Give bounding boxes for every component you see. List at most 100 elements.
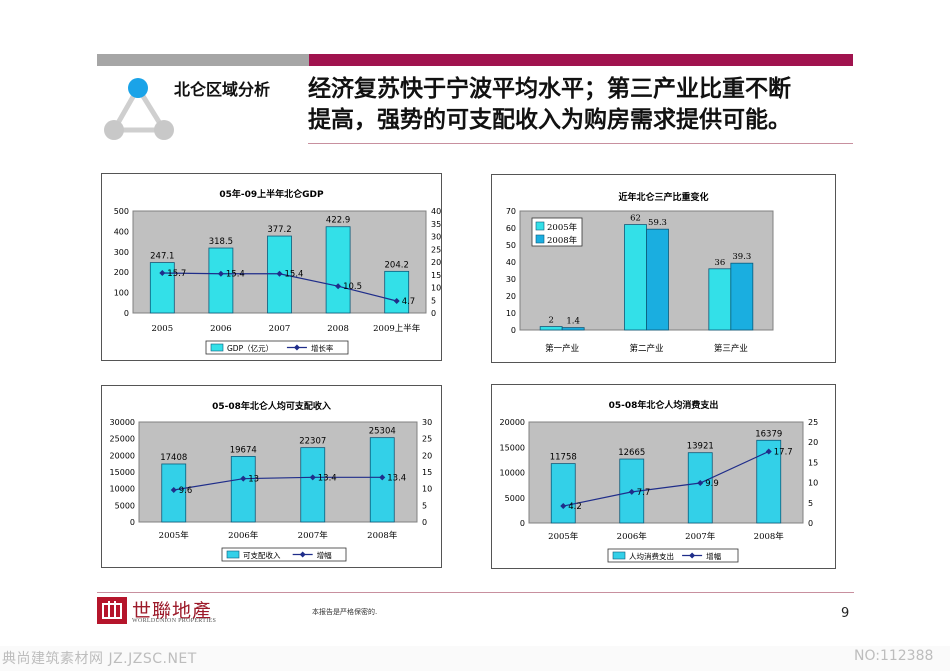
- y-left-tick-label: 0: [511, 326, 516, 335]
- x-category-label: 2005: [151, 324, 173, 334]
- legend-bar-swatch: [612, 551, 626, 560]
- y-right-tick-label: 0: [431, 309, 436, 318]
- legend-bar-swatch: [226, 550, 240, 559]
- bar-GDP（亿元）: [384, 270, 410, 314]
- y-right-tick-label: 0: [422, 518, 427, 527]
- growth-point: [335, 283, 342, 290]
- chart-title: 05年-09上半年北仑GDP: [219, 188, 324, 200]
- watermark-left: 典尚建筑素材网 JZ.JZSC.NET: [2, 651, 197, 667]
- page-headline: 经济复苏快于宁波平均水平；第三产业比重不断 提高，强势的可支配收入为购房需求提供…: [308, 74, 853, 136]
- y-left-tick-label: 25000: [110, 435, 135, 444]
- company-logo-mark: [97, 597, 127, 624]
- chart-title: 05-08年北仑人均可支配收入: [212, 400, 331, 412]
- bar-value-label: 204.2: [385, 260, 409, 270]
- y-left-tick-label: 200: [114, 268, 129, 277]
- bar-value-label: 59.3: [648, 218, 667, 228]
- growth-value-label: 15.7: [167, 269, 186, 279]
- bar-value-label: 318.5: [209, 237, 233, 247]
- consumption-chart-svg: 05-08年北仑人均消费支出 0 5000 10000 15000 20000 0 5 10 15…: [500, 399, 818, 563]
- bar-2008年: [561, 327, 585, 331]
- growth-point: [159, 269, 166, 276]
- legend-line-label: 增幅: [706, 551, 722, 561]
- bar-value-label: 62: [630, 214, 641, 224]
- watermark-right: NO:112388: [854, 648, 934, 664]
- growth-value-label: 7.7: [637, 488, 651, 498]
- growth-value-label: 10.5: [343, 282, 362, 292]
- y-left-tick-label: 10000: [500, 469, 525, 478]
- growth-value-label: 15.4: [285, 270, 304, 280]
- legend-line-marker: [299, 551, 306, 558]
- y-left-tick-label: 40: [506, 258, 516, 267]
- y-left-tick-label: 0: [520, 519, 525, 528]
- growth-point: [170, 487, 177, 493]
- growth-point: [765, 448, 772, 455]
- y-left-tick-label: 0: [124, 309, 129, 318]
- legend-swatch: [535, 234, 545, 244]
- x-category-label: 2006: [210, 324, 232, 334]
- growth-value-label: 13: [248, 475, 259, 485]
- y-left-tick-label: 20: [506, 292, 516, 301]
- growth-point: [560, 503, 567, 510]
- chart-title: 05-08年北仑人均消费支出: [609, 399, 719, 411]
- x-category-label: 2007年: [298, 530, 329, 541]
- chart-title: 近年北仑三产比重变化: [618, 191, 708, 203]
- bar-value-label: 39.3: [732, 252, 751, 262]
- y-left-tick-label: 20000: [110, 451, 135, 460]
- company-logo-text: 世聯地產: [132, 600, 213, 622]
- x-category-label: 2006年: [228, 530, 259, 541]
- y-left-tick-label: 60: [506, 224, 516, 233]
- bar-value-label: 36: [714, 258, 725, 268]
- bar-value-label: 422.9: [326, 216, 350, 226]
- bar-可支配收入: [300, 447, 326, 523]
- legend-line-label: 增幅: [317, 550, 332, 560]
- x-category-label: 第二产业: [629, 343, 663, 354]
- x-category-label: 2005年: [548, 531, 579, 542]
- y-right-tick-label: 5: [422, 501, 427, 510]
- growth-value-label: 13.4: [318, 473, 337, 483]
- y-right-tick-label: 5: [431, 296, 436, 305]
- bar-2008年: [646, 228, 669, 331]
- x-category-label: 2009上半年: [373, 323, 421, 334]
- company-logo-english: WORLDUNION PROPERTIES: [132, 618, 217, 624]
- x-category-label: 2007年: [685, 531, 716, 542]
- y-left-tick-label: 0: [130, 518, 135, 527]
- growth-line: [173, 476, 383, 491]
- y-right-tick-label: 35: [431, 220, 441, 229]
- y-left-tick-label: 5000: [505, 494, 525, 503]
- header-accent-bar: [309, 54, 853, 66]
- legend-box: [205, 340, 349, 355]
- bar-value-label: 17408: [160, 453, 187, 463]
- legend-label: 2008年: [547, 235, 578, 246]
- growth-point: [240, 475, 247, 482]
- legend-bar-label: 可支配收入: [243, 550, 281, 560]
- y-left-tick-label: 10: [506, 309, 516, 318]
- y-left-tick-label: 5000: [115, 501, 135, 510]
- bar-2005年: [539, 326, 563, 331]
- legend-bar-label: GDP（亿元）: [227, 343, 273, 353]
- section-label: 北仑区域分析: [174, 80, 271, 99]
- legend-line-label: 增长率: [311, 343, 334, 353]
- y-right-tick-label: 10: [422, 485, 432, 494]
- y-left-tick-label: 30: [506, 275, 516, 284]
- headline-line-1: 经济复苏快于宁波平均水平；第三产业比重不断: [308, 76, 791, 102]
- y-left-tick-label: 400: [114, 227, 129, 236]
- bar-人均消费支出: [550, 463, 576, 524]
- income-chart-svg: 05-08年北仑人均可支配收入 0 5000 10000 15000 20000 25000…: [110, 400, 432, 562]
- growth-value-label: 9.9: [705, 479, 719, 489]
- headline-line-2: 提高，强势的可支配收入为购房需求提供可能。: [308, 107, 791, 133]
- bar-value-label: 12665: [618, 448, 645, 458]
- y-right-tick-label: 25: [422, 435, 432, 444]
- legend-box: [607, 548, 739, 563]
- bar-value-label: 25304: [369, 427, 396, 437]
- growth-value-label: 13.4: [387, 473, 406, 483]
- footer-divider: [97, 592, 854, 593]
- y-right-tick-label: 25: [431, 245, 441, 254]
- legend-line-marker: [293, 344, 300, 351]
- growth-line: [563, 450, 770, 507]
- bar-2005年: [624, 224, 647, 331]
- y-right-tick-label: 15: [422, 468, 432, 477]
- y-right-tick-label: 30: [422, 418, 432, 427]
- x-category-label: 2008年: [367, 530, 398, 541]
- growth-point: [309, 474, 316, 481]
- y-right-tick-label: 5: [808, 499, 813, 508]
